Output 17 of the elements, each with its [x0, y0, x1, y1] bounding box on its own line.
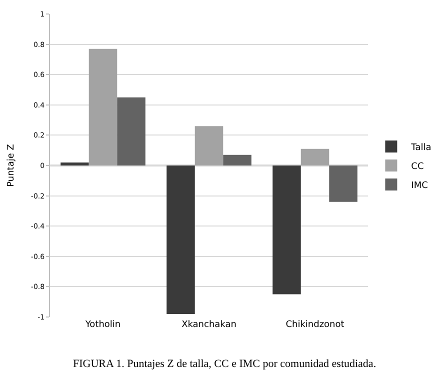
legend-label: CC — [411, 162, 424, 172]
text: FIGURA 1. Puntajes Z de talla, CC e IMC por comunidad estudiada. — [73, 358, 376, 370]
x-tick-label: Xkanchakan — [182, 320, 236, 330]
bar — [329, 166, 358, 202]
bar — [223, 154, 252, 166]
bar — [117, 97, 146, 166]
bar — [88, 48, 118, 166]
y-axis-title: Puntaje Z — [6, 144, 16, 187]
x-tick-label: Yotholin — [84, 320, 121, 330]
legend-label: IMC — [411, 181, 428, 192]
legend-label: Talla — [410, 143, 432, 154]
bar — [194, 126, 224, 166]
bar — [272, 166, 301, 294]
bar — [166, 166, 195, 314]
bar — [60, 162, 89, 166]
bar — [300, 148, 330, 166]
x-tick-label: Chikindzonot — [286, 320, 345, 330]
